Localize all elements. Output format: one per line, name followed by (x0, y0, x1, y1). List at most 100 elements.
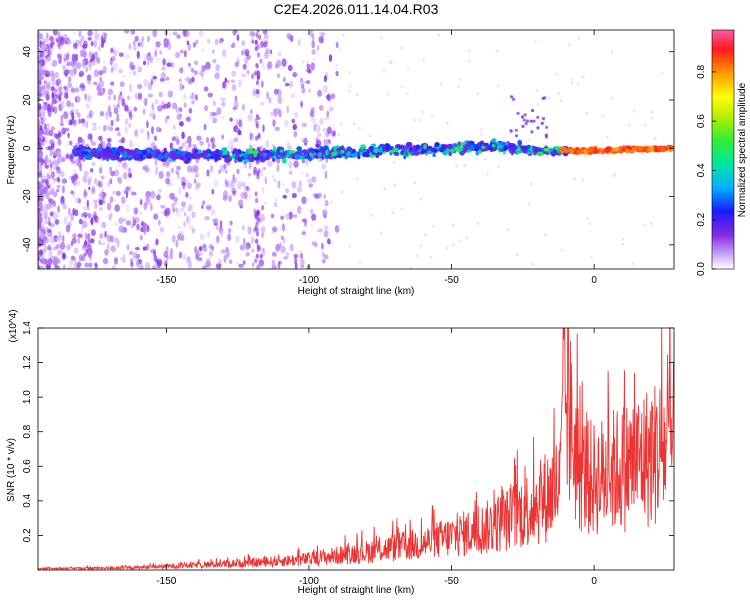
noise-mark (68, 207, 71, 216)
noise-mark (75, 108, 79, 115)
colorbar-gradient (711, 29, 735, 270)
noise-mark (253, 208, 257, 214)
noise-mark (57, 31, 61, 37)
noise-mark (233, 178, 237, 184)
noise-mark (183, 50, 187, 58)
noise-mark (527, 202, 531, 206)
noise-mark (166, 62, 172, 67)
noise-mark (89, 254, 92, 261)
noise-mark (258, 34, 262, 40)
noise-mark (188, 107, 193, 114)
ridge-mark (215, 149, 220, 153)
noise-mark (86, 94, 91, 103)
noise-mark (127, 109, 133, 114)
noise-mark (285, 251, 290, 259)
noise-mark (48, 159, 52, 164)
noise-mark (134, 216, 140, 223)
noise-mark (181, 141, 186, 148)
noise-mark (321, 163, 327, 170)
noise-mark (46, 56, 52, 61)
noise-mark (356, 93, 359, 97)
snr-series-line (38, 328, 674, 570)
noise-mark (148, 56, 153, 62)
noise-mark (484, 157, 487, 161)
ridge-mark (123, 151, 128, 157)
noise-mark (89, 262, 92, 269)
noise-mark (197, 257, 203, 262)
noise-mark (480, 132, 484, 136)
noise-mark (228, 139, 234, 146)
noise-mark (46, 174, 52, 180)
noise-mark (247, 114, 253, 122)
noise-mark (175, 210, 181, 217)
noise-mark (59, 249, 63, 254)
ridge-mark (394, 151, 400, 157)
noise-mark (52, 30, 58, 36)
noise-mark (465, 236, 468, 240)
noise-mark (74, 209, 78, 215)
ridge-mark (272, 146, 277, 152)
noise-mark (70, 255, 76, 261)
noise-mark (228, 195, 232, 202)
noise-mark (154, 50, 158, 57)
noise-mark (153, 78, 156, 83)
noise-mark (106, 124, 111, 131)
noise-mark (437, 33, 441, 37)
heatmap-marks (38, 30, 674, 269)
noise-mark (200, 73, 204, 80)
noise-mark (38, 103, 42, 111)
noise-mark (318, 36, 324, 44)
noise-mark (116, 190, 121, 196)
noise-mark (311, 213, 317, 221)
noise-mark (86, 74, 92, 81)
noise-mark (515, 253, 519, 257)
noise-mark (413, 180, 416, 185)
noise-mark (93, 211, 97, 217)
noise-mark (152, 113, 156, 120)
noise-mark (43, 242, 46, 247)
noise-mark (43, 80, 48, 85)
noise-mark (140, 128, 144, 134)
noise-mark (150, 202, 153, 212)
noise-mark (109, 166, 112, 173)
noise-mark (202, 243, 207, 249)
noise-mark (265, 48, 270, 55)
ridge-mark (299, 156, 305, 160)
noise-mark (59, 37, 65, 46)
noise-mark (201, 65, 207, 72)
noise-mark (231, 187, 237, 194)
noise-mark (188, 225, 194, 231)
noise-mark (328, 54, 333, 62)
noise-mark (328, 106, 334, 112)
noise-mark (285, 188, 290, 194)
noise-mark (193, 70, 198, 76)
noise-mark (73, 46, 76, 51)
noise-mark (139, 211, 143, 216)
noise-mark (115, 127, 120, 131)
noise-mark (358, 261, 362, 265)
noise-mark (261, 205, 264, 211)
noise-mark (535, 89, 538, 93)
ridge-mark (347, 146, 351, 152)
noise-mark (118, 52, 124, 57)
noise-mark (41, 235, 48, 242)
ridge-mark (530, 108, 535, 113)
noise-mark (153, 249, 157, 257)
ridge-mark (521, 124, 525, 128)
noise-mark (56, 53, 62, 59)
noise-mark (40, 37, 46, 44)
noise-mark (38, 83, 41, 91)
noise-mark (48, 198, 55, 205)
noise-mark (71, 112, 75, 121)
noise-mark (130, 262, 134, 268)
noise-mark (159, 128, 162, 133)
noise-mark (547, 96, 551, 100)
noise-mark (264, 201, 267, 205)
noise-mark (179, 67, 184, 74)
noise-mark (56, 214, 59, 218)
ridge-mark (517, 147, 521, 151)
noise-mark (495, 49, 498, 53)
noise-mark (187, 182, 192, 189)
noise-mark (81, 141, 85, 145)
noise-mark (56, 188, 60, 193)
